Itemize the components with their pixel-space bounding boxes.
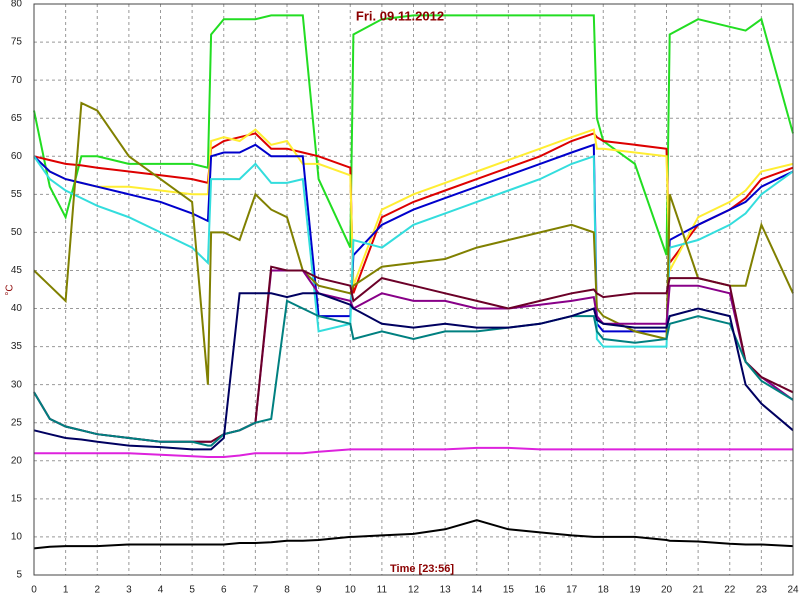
series-line (33, 519, 794, 550)
series-line (33, 292, 794, 451)
x-tick-label: 23 (756, 585, 768, 596)
y-tick-label: 30 (11, 379, 23, 390)
y-tick-label: 10 (11, 532, 23, 543)
x-tick-label: 11 (377, 585, 388, 596)
y-tick-label: 65 (11, 113, 23, 124)
x-tick-label: 20 (661, 585, 673, 596)
x-tick-label: 18 (598, 585, 610, 596)
series-line (34, 446, 793, 458)
y-tick-label: 40 (11, 303, 23, 314)
x-tick-label: 21 (693, 585, 705, 596)
x-tick-label: 4 (158, 585, 164, 596)
y-tick-label: 55 (11, 189, 23, 200)
x-tick-label: 1 (63, 585, 69, 596)
x-tick-label: 7 (253, 585, 259, 596)
y-tick-label: 5 (16, 570, 22, 581)
y-tick-label: 50 (11, 227, 23, 238)
x-tick-label: 5 (189, 585, 195, 596)
x-tick-label: 10 (345, 585, 357, 596)
x-tick-label: 19 (629, 585, 641, 596)
y-tick-label: 60 (11, 151, 23, 162)
x-tick-label: 3 (126, 585, 132, 596)
x-tick-label: 13 (440, 585, 452, 596)
y-tick-label: 80 (11, 0, 23, 10)
grid (33, 3, 794, 576)
x-axis-label: Time [23:56] (390, 563, 454, 575)
x-tick-label: 14 (471, 585, 483, 596)
y-tick-label: 15 (11, 494, 23, 505)
lines (33, 14, 794, 550)
series-line (33, 14, 794, 256)
series-line (33, 299, 794, 447)
plot-frame (33, 3, 794, 576)
x-tick-label: 22 (724, 585, 736, 596)
x-tick-label: 16 (534, 585, 546, 596)
x-tick-label: 2 (94, 585, 100, 596)
y-tick-label: 35 (11, 341, 23, 352)
x-tick-label: 6 (221, 585, 227, 596)
y-tick-label: 75 (11, 37, 23, 48)
x-tick-label: 12 (408, 585, 420, 596)
series-line (33, 154, 794, 348)
x-tick-label: 24 (787, 585, 799, 596)
x-tick-label: 15 (503, 585, 515, 596)
y-tick-label: 45 (11, 265, 23, 276)
x-tick-label: 8 (284, 585, 290, 596)
y-axis-label: °C (5, 284, 16, 295)
chart-title: Fri. 09.11.2012 (356, 8, 444, 23)
x-tick-label: 17 (566, 585, 578, 596)
x-tick-label: 9 (316, 585, 322, 596)
x-tick-label: 0 (31, 585, 37, 596)
y-tick-label: 20 (11, 455, 23, 466)
series-line (33, 132, 794, 294)
y-tick-label: 70 (11, 75, 23, 86)
y-tick-label: 25 (11, 417, 23, 428)
